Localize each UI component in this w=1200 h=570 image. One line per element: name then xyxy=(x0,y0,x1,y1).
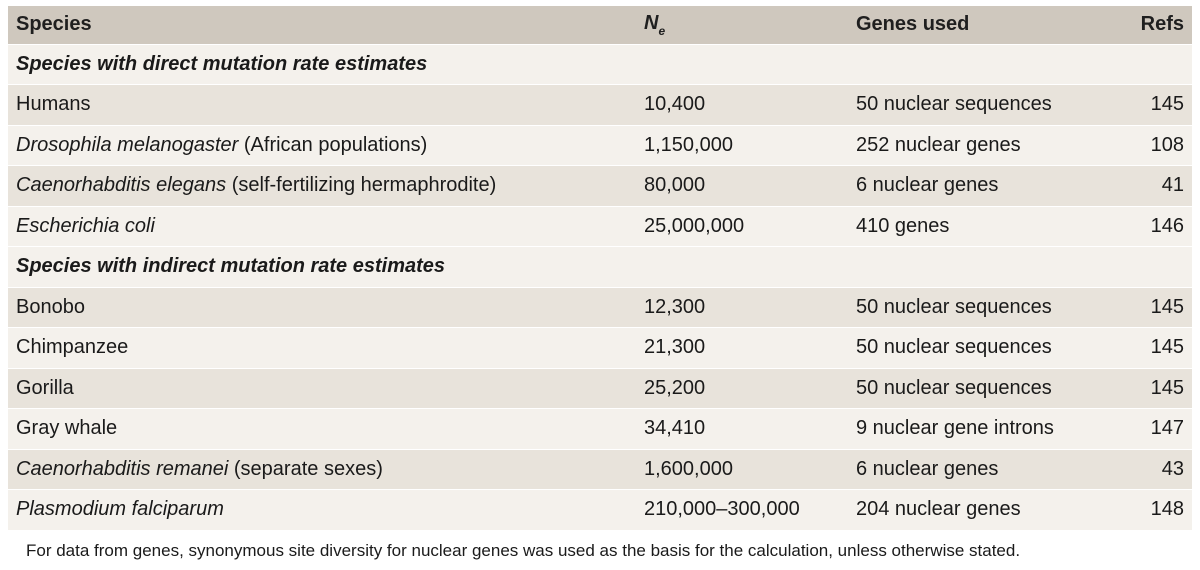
species-cell: Chimpanzee xyxy=(8,327,636,369)
genes-cell: 9 nuclear gene introns xyxy=(848,408,1110,450)
ne-table-container: Species Ne Genes used Refs Species with … xyxy=(8,6,1192,561)
species-plain: Bonobo xyxy=(16,295,85,318)
species-cell: Gorilla xyxy=(8,368,636,409)
table-row: Chimpanzee 21,300 50 nuclear sequences 1… xyxy=(8,327,1192,369)
genes-cell: 50 nuclear sequences xyxy=(848,84,1110,126)
species-italic: Escherichia coli xyxy=(16,214,155,237)
species-cell: Escherichia coli xyxy=(8,206,636,247)
genes-cell: 50 nuclear sequences xyxy=(848,327,1110,369)
genes-cell: 6 nuclear genes xyxy=(848,449,1110,490)
genes-cell: 50 nuclear sequences xyxy=(848,368,1110,409)
ne-cell: 80,000 xyxy=(636,165,848,207)
species-cell: Humans xyxy=(8,84,636,126)
refs-cell: 43 xyxy=(1110,449,1192,490)
refs-cell: 145 xyxy=(1110,327,1192,369)
species-plain: (self-fertilizing hermaphrodite) xyxy=(226,174,497,197)
table-row: Bonobo 12,300 50 nuclear sequences 145 xyxy=(8,287,1192,328)
header-species: Species xyxy=(8,6,636,45)
genes-cell: 204 nuclear genes xyxy=(848,489,1110,531)
genes-cell: 252 nuclear genes xyxy=(848,125,1110,166)
table-row: Caenorhabditis elegans (self-fertilizing… xyxy=(8,165,1192,207)
ne-cell: 10,400 xyxy=(636,84,848,126)
header-ne-subscript: e xyxy=(658,23,666,38)
table-row: Drosophila melanogaster (African populat… xyxy=(8,125,1192,166)
refs-cell: 145 xyxy=(1110,287,1192,328)
header-genes-used: Genes used xyxy=(848,6,1110,45)
table-row: Humans 10,400 50 nuclear sequences 145 xyxy=(8,84,1192,126)
header-refs: Refs xyxy=(1110,6,1192,45)
species-plain: (African populations) xyxy=(238,133,428,156)
species-cell: Drosophila melanogaster (African populat… xyxy=(8,125,636,166)
species-cell: Caenorhabditis remanei (separate sexes) xyxy=(8,449,636,490)
species-plain: Gorilla xyxy=(16,376,74,399)
header-row: Species Ne Genes used Refs xyxy=(8,6,1192,45)
genes-cell: 6 nuclear genes xyxy=(848,165,1110,207)
table-row: Plasmodium falciparum 210,000–300,000 20… xyxy=(8,489,1192,531)
table-row: Caenorhabditis remanei (separate sexes) … xyxy=(8,449,1192,490)
table-body: Species with direct mutation rate estima… xyxy=(8,44,1192,531)
section-header-row: Species with direct mutation rate estima… xyxy=(8,44,1192,85)
section-title: Species with indirect mutation rate esti… xyxy=(8,246,1192,288)
refs-cell: 145 xyxy=(1110,368,1192,409)
ne-table: Species Ne Genes used Refs Species with … xyxy=(8,6,1192,531)
species-italic: Drosophila melanogaster xyxy=(16,133,239,156)
species-cell: Caenorhabditis elegans (self-fertilizing… xyxy=(8,165,636,207)
species-cell: Bonobo xyxy=(8,287,636,328)
species-italic: Plasmodium falciparum xyxy=(16,498,224,521)
species-plain: Humans xyxy=(16,93,91,116)
section-header-row: Species with indirect mutation rate esti… xyxy=(8,246,1192,288)
ne-cell: 1,600,000 xyxy=(636,449,848,490)
ne-cell: 21,300 xyxy=(636,327,848,369)
refs-cell: 108 xyxy=(1110,125,1192,166)
species-cell: Gray whale xyxy=(8,408,636,450)
species-plain: Gray whale xyxy=(16,417,118,440)
header-ne-main: N xyxy=(644,11,659,34)
species-plain: (separate sexes) xyxy=(228,457,383,480)
genes-cell: 50 nuclear sequences xyxy=(848,287,1110,328)
ne-cell: 34,410 xyxy=(636,408,848,450)
refs-cell: 147 xyxy=(1110,408,1192,450)
ne-cell: 25,000,000 xyxy=(636,206,848,247)
table-row: Escherichia coli 25,000,000 410 genes 14… xyxy=(8,206,1192,247)
table-row: Gorilla 25,200 50 nuclear sequences 145 xyxy=(8,368,1192,409)
section-title: Species with direct mutation rate estima… xyxy=(8,44,1192,85)
header-ne: Ne xyxy=(636,6,848,45)
species-plain: Chimpanzee xyxy=(16,336,129,359)
table-row: Gray whale 34,410 9 nuclear gene introns… xyxy=(8,408,1192,450)
refs-cell: 145 xyxy=(1110,84,1192,126)
ne-cell: 12,300 xyxy=(636,287,848,328)
refs-cell: 41 xyxy=(1110,165,1192,207)
species-cell: Plasmodium falciparum xyxy=(8,489,636,531)
species-italic: Caenorhabditis remanei xyxy=(16,457,229,480)
refs-cell: 148 xyxy=(1110,489,1192,531)
ne-cell: 1,150,000 xyxy=(636,125,848,166)
genes-cell: 410 genes xyxy=(848,206,1110,247)
refs-cell: 146 xyxy=(1110,206,1192,247)
table-footnote: For data from genes, synonymous site div… xyxy=(26,540,1021,560)
species-italic: Caenorhabditis elegans xyxy=(16,174,227,197)
table-header: Species Ne Genes used Refs xyxy=(8,6,1192,45)
ne-cell: 25,200 xyxy=(636,368,848,409)
ne-cell: 210,000–300,000 xyxy=(636,489,848,531)
